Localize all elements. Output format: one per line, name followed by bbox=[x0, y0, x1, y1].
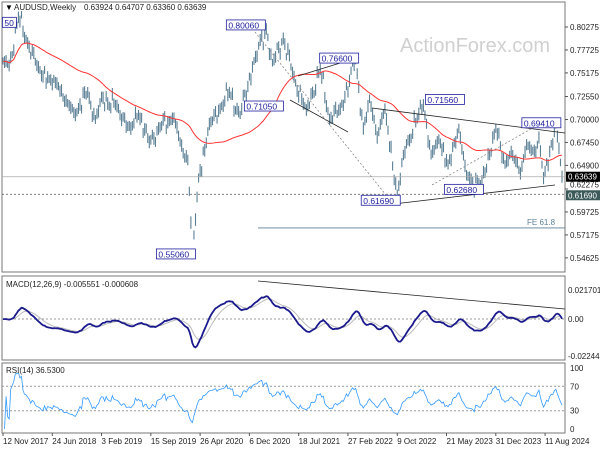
rsi-title: RSI(14) 36.5300 bbox=[6, 366, 65, 375]
price-label-box bbox=[360, 194, 401, 206]
rsi-tick-label: 70 bbox=[570, 382, 579, 391]
rsi-tick-label: 0 bbox=[570, 425, 575, 434]
support-price-badge bbox=[566, 190, 600, 201]
x-tick-label: 9 Oct 2022 bbox=[397, 437, 437, 446]
y-tick-label: 0.59725 bbox=[570, 208, 599, 217]
macd-title: MACD(12,26,9) -0.005551 -0.000608 bbox=[6, 280, 139, 289]
y-tick-label: 0.57175 bbox=[570, 231, 599, 240]
price-label-box bbox=[156, 248, 196, 260]
trendline bbox=[371, 107, 566, 134]
current-price-badge bbox=[566, 171, 600, 182]
rsi-tick-label: 30 bbox=[570, 407, 579, 416]
rsi-layer bbox=[2, 371, 565, 430]
watermark: ActionForex.com bbox=[400, 35, 550, 57]
x-tick-label: 3 Feb 2019 bbox=[102, 437, 143, 446]
price-label: 0.55060 bbox=[158, 249, 189, 259]
x-tick-label: 24 Jun 2018 bbox=[52, 437, 97, 446]
chart-ohlc: 0.63924 0.64707 0.63360 0.63639 bbox=[84, 3, 207, 12]
x-tick-label: 6 Dec 2020 bbox=[249, 437, 290, 446]
support-price-value: 0.61690 bbox=[568, 191, 597, 200]
trendline bbox=[384, 184, 556, 206]
rsi-panel-border bbox=[1, 362, 566, 434]
price-label: 50 bbox=[4, 18, 14, 28]
price-label-box bbox=[443, 183, 484, 195]
x-tick-label: 15 Sep 2019 bbox=[151, 437, 197, 446]
price-layer: FE 61.8 50 0.80060 0.76600 0.71050 0.71560 0.6… bbox=[1, 10, 566, 260]
y-tick-label: 0.75175 bbox=[570, 69, 599, 78]
price-panel-border bbox=[1, 1, 566, 273]
rsi-tick-label: 100 bbox=[570, 364, 584, 373]
y-tick-label: 0.54625 bbox=[570, 254, 599, 263]
chart-symbol: AUDUSD,Weekly bbox=[14, 3, 76, 12]
y-tick-label: 0.77725 bbox=[570, 46, 599, 55]
price-label-box bbox=[521, 117, 562, 129]
price-label-box bbox=[225, 19, 266, 31]
current-price-value: 0.63639 bbox=[568, 173, 597, 182]
macd-trendline bbox=[257, 280, 566, 310]
macd-line bbox=[2, 295, 563, 349]
price-label-box bbox=[1, 16, 17, 28]
x-tick-label: 11 Aug 2024 bbox=[545, 437, 590, 446]
macd-tick-label: -0.022445 bbox=[568, 352, 600, 361]
macd-tick-label: 0.021701 bbox=[568, 286, 600, 295]
trendline bbox=[289, 99, 349, 133]
y-tick-label: 0.80275 bbox=[570, 23, 599, 32]
moving-average-line bbox=[2, 42, 563, 161]
macd-panel-border bbox=[1, 275, 566, 361]
price-label-box bbox=[425, 94, 465, 105]
y-tick-label: 0.67450 bbox=[570, 138, 599, 147]
y-tick-label: 0.70000 bbox=[570, 115, 599, 124]
price-label: 0.71560 bbox=[427, 95, 458, 105]
x-tick-label: 27 Feb 2022 bbox=[348, 437, 393, 446]
price-label: 0.69410 bbox=[524, 118, 555, 128]
price-label: 0.61690 bbox=[363, 196, 394, 206]
y-tick-label: 0.62275 bbox=[570, 181, 599, 190]
y-tick-label: 0.64900 bbox=[570, 161, 599, 170]
x-tick-label: 12 Nov 2017 bbox=[3, 437, 49, 446]
trendline bbox=[431, 124, 539, 186]
x-tick-label: 31 Dec 2023 bbox=[496, 437, 542, 446]
macd-tick-label: 0.00 bbox=[568, 315, 584, 324]
y-tick-label: 0.72550 bbox=[570, 93, 599, 102]
price-label: 0.71050 bbox=[246, 102, 277, 112]
macd-layer bbox=[2, 280, 566, 349]
price-label-box bbox=[243, 100, 284, 112]
price-label-box bbox=[319, 52, 360, 64]
price-label: 0.80060 bbox=[228, 20, 259, 30]
dropdown-arrow-icon[interactable]: ▼ bbox=[5, 3, 13, 12]
x-tick-label: 21 May 2023 bbox=[447, 437, 494, 446]
fe-label: FE 61.8 bbox=[527, 218, 556, 227]
x-tick-label: 26 Apr 2020 bbox=[200, 437, 244, 446]
price-label: 0.76600 bbox=[322, 54, 353, 64]
rsi-line bbox=[4, 371, 563, 430]
x-tick-label: 18 Jul 2021 bbox=[299, 437, 341, 446]
axes-layer: 0.80275 0.77725 0.75175 0.72550 0.70000 0.674… bbox=[2, 23, 600, 446]
price-label: 0.62680 bbox=[446, 185, 477, 195]
